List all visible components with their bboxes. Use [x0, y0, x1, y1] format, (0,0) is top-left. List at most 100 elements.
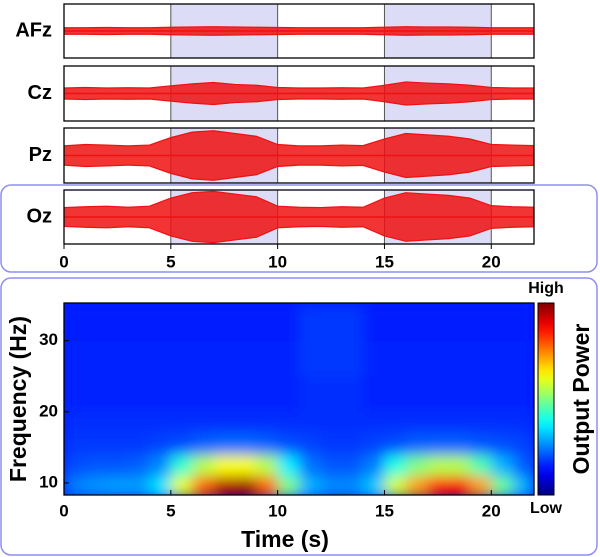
heatmap-cell: [256, 376, 279, 413]
heatmap-cell: [128, 376, 150, 413]
x-tick-label: 0: [59, 252, 68, 271]
heatmap-cell: [299, 475, 321, 495]
heatmap-cell: [491, 376, 514, 413]
heatmap-cell: [170, 454, 193, 477]
trace-lower: [64, 33, 534, 36]
heatmap-cell: [234, 305, 257, 342]
heatmap-cell: [192, 433, 215, 455]
heatmap-cell: [427, 340, 450, 377]
channel-label: Pz: [29, 144, 52, 166]
heatmap-cell: [128, 433, 150, 455]
trace-upper: [63, 81, 534, 89]
heatmap-cell: [320, 475, 343, 495]
heatmap-cell: [64, 376, 86, 413]
heatmap-cell: [469, 376, 492, 413]
x-tick-label: 5: [166, 252, 175, 271]
heatmap-cell: [299, 305, 321, 342]
heatmap-cell: [405, 376, 428, 413]
heatmap-cell: [128, 305, 150, 342]
heatmap-cell: [405, 305, 428, 342]
colorbar-tick-label: High: [528, 280, 564, 297]
highlight-box: [0, 277, 598, 556]
heatmap-cell: [469, 454, 492, 477]
heatmap-cell: [512, 340, 534, 377]
heatmap-cell: [128, 475, 150, 495]
panel-frame: [63, 127, 535, 184]
heatmap-cell: [170, 433, 193, 455]
x-tick-label: 15: [375, 501, 394, 520]
channel-label: Cz: [28, 82, 52, 104]
x-tick-label: 10: [268, 501, 287, 520]
heatmap-cell: [149, 411, 172, 434]
heatmap-cell: [149, 376, 172, 413]
heatmap-cell: [341, 376, 364, 413]
heatmap-cell: [106, 454, 129, 477]
heatmap-cell: [256, 411, 279, 434]
heatmap-cell: [384, 340, 407, 377]
heatmap-cell: [106, 433, 129, 455]
heatmap-cell: [213, 340, 236, 377]
heatmap-cell: [149, 305, 172, 342]
heatmap-cell: [64, 340, 86, 377]
heatmap-cell: [64, 433, 86, 455]
x-tick-label: 0: [59, 501, 68, 520]
heatmap-cell: [234, 454, 257, 477]
heatmap-cell: [405, 475, 428, 495]
heatmap-cell: [149, 475, 172, 495]
heatmap-cell: [363, 433, 385, 455]
heatmap-cell: [213, 305, 236, 342]
heatmap-cell: [363, 305, 385, 342]
heatmap-cell: [448, 376, 471, 413]
heatmap-cell: [363, 376, 385, 413]
heatmap-cell: [405, 433, 428, 455]
heatmap-cell: [170, 475, 193, 495]
heatmap-cell: [491, 305, 514, 342]
heatmap-cell: [341, 340, 364, 377]
heatmap-cell: [277, 305, 300, 342]
heatmap-cell: [405, 454, 428, 477]
heatmap-cell: [299, 454, 321, 477]
heatmap-cell: [469, 340, 492, 377]
heatmap-cell: [106, 411, 129, 434]
heatmap-cell: [469, 475, 492, 495]
heatmap-area: [64, 303, 534, 495]
heatmap-cell: [192, 376, 215, 413]
heatmap-cell: [85, 376, 108, 413]
heatmap-cell: [491, 340, 514, 377]
heatmap-cell: [512, 475, 534, 495]
heatmap-cell: [256, 454, 279, 477]
heatmap-cell: [170, 340, 193, 377]
y-tick-label: 20: [39, 401, 58, 420]
heatmap-cell: [64, 475, 86, 495]
heatmap-cell: [469, 305, 492, 342]
heatmap-cell: [256, 305, 279, 342]
heatmap-cell: [384, 454, 407, 477]
heatmap-cell: [85, 475, 108, 495]
colorbar: [537, 302, 555, 496]
heatmap-cell: [427, 305, 450, 342]
heatmap-cell: [192, 340, 215, 377]
heatmap-cell: [512, 433, 534, 455]
heatmap-cell: [299, 340, 321, 377]
heatmap-cell: [213, 475, 236, 495]
heatmap-cell: [427, 411, 450, 434]
heatmap-cell: [427, 475, 450, 495]
y-tick-label: 30: [39, 330, 58, 349]
heatmap-cell: [320, 454, 343, 477]
trace-upper: [63, 190, 535, 209]
highlight-box: [0, 184, 598, 273]
heatmap-cell: [277, 433, 300, 455]
channel-label: Oz: [26, 205, 52, 227]
heatmap-cell: [213, 454, 236, 477]
heatmap-cell: [384, 475, 407, 495]
heatmap-cell: [256, 340, 279, 377]
heatmap-cell: [491, 475, 514, 495]
heatmap-cell: [277, 454, 300, 477]
heatmap-cell: [320, 376, 343, 413]
heatmap-cell: [128, 340, 150, 377]
heatmap-cell: [469, 433, 492, 455]
heatmap-cell: [192, 411, 215, 434]
heatmap-cell: [448, 454, 471, 477]
heatmap-cell: [405, 340, 428, 377]
heatmap-cell: [277, 411, 300, 434]
